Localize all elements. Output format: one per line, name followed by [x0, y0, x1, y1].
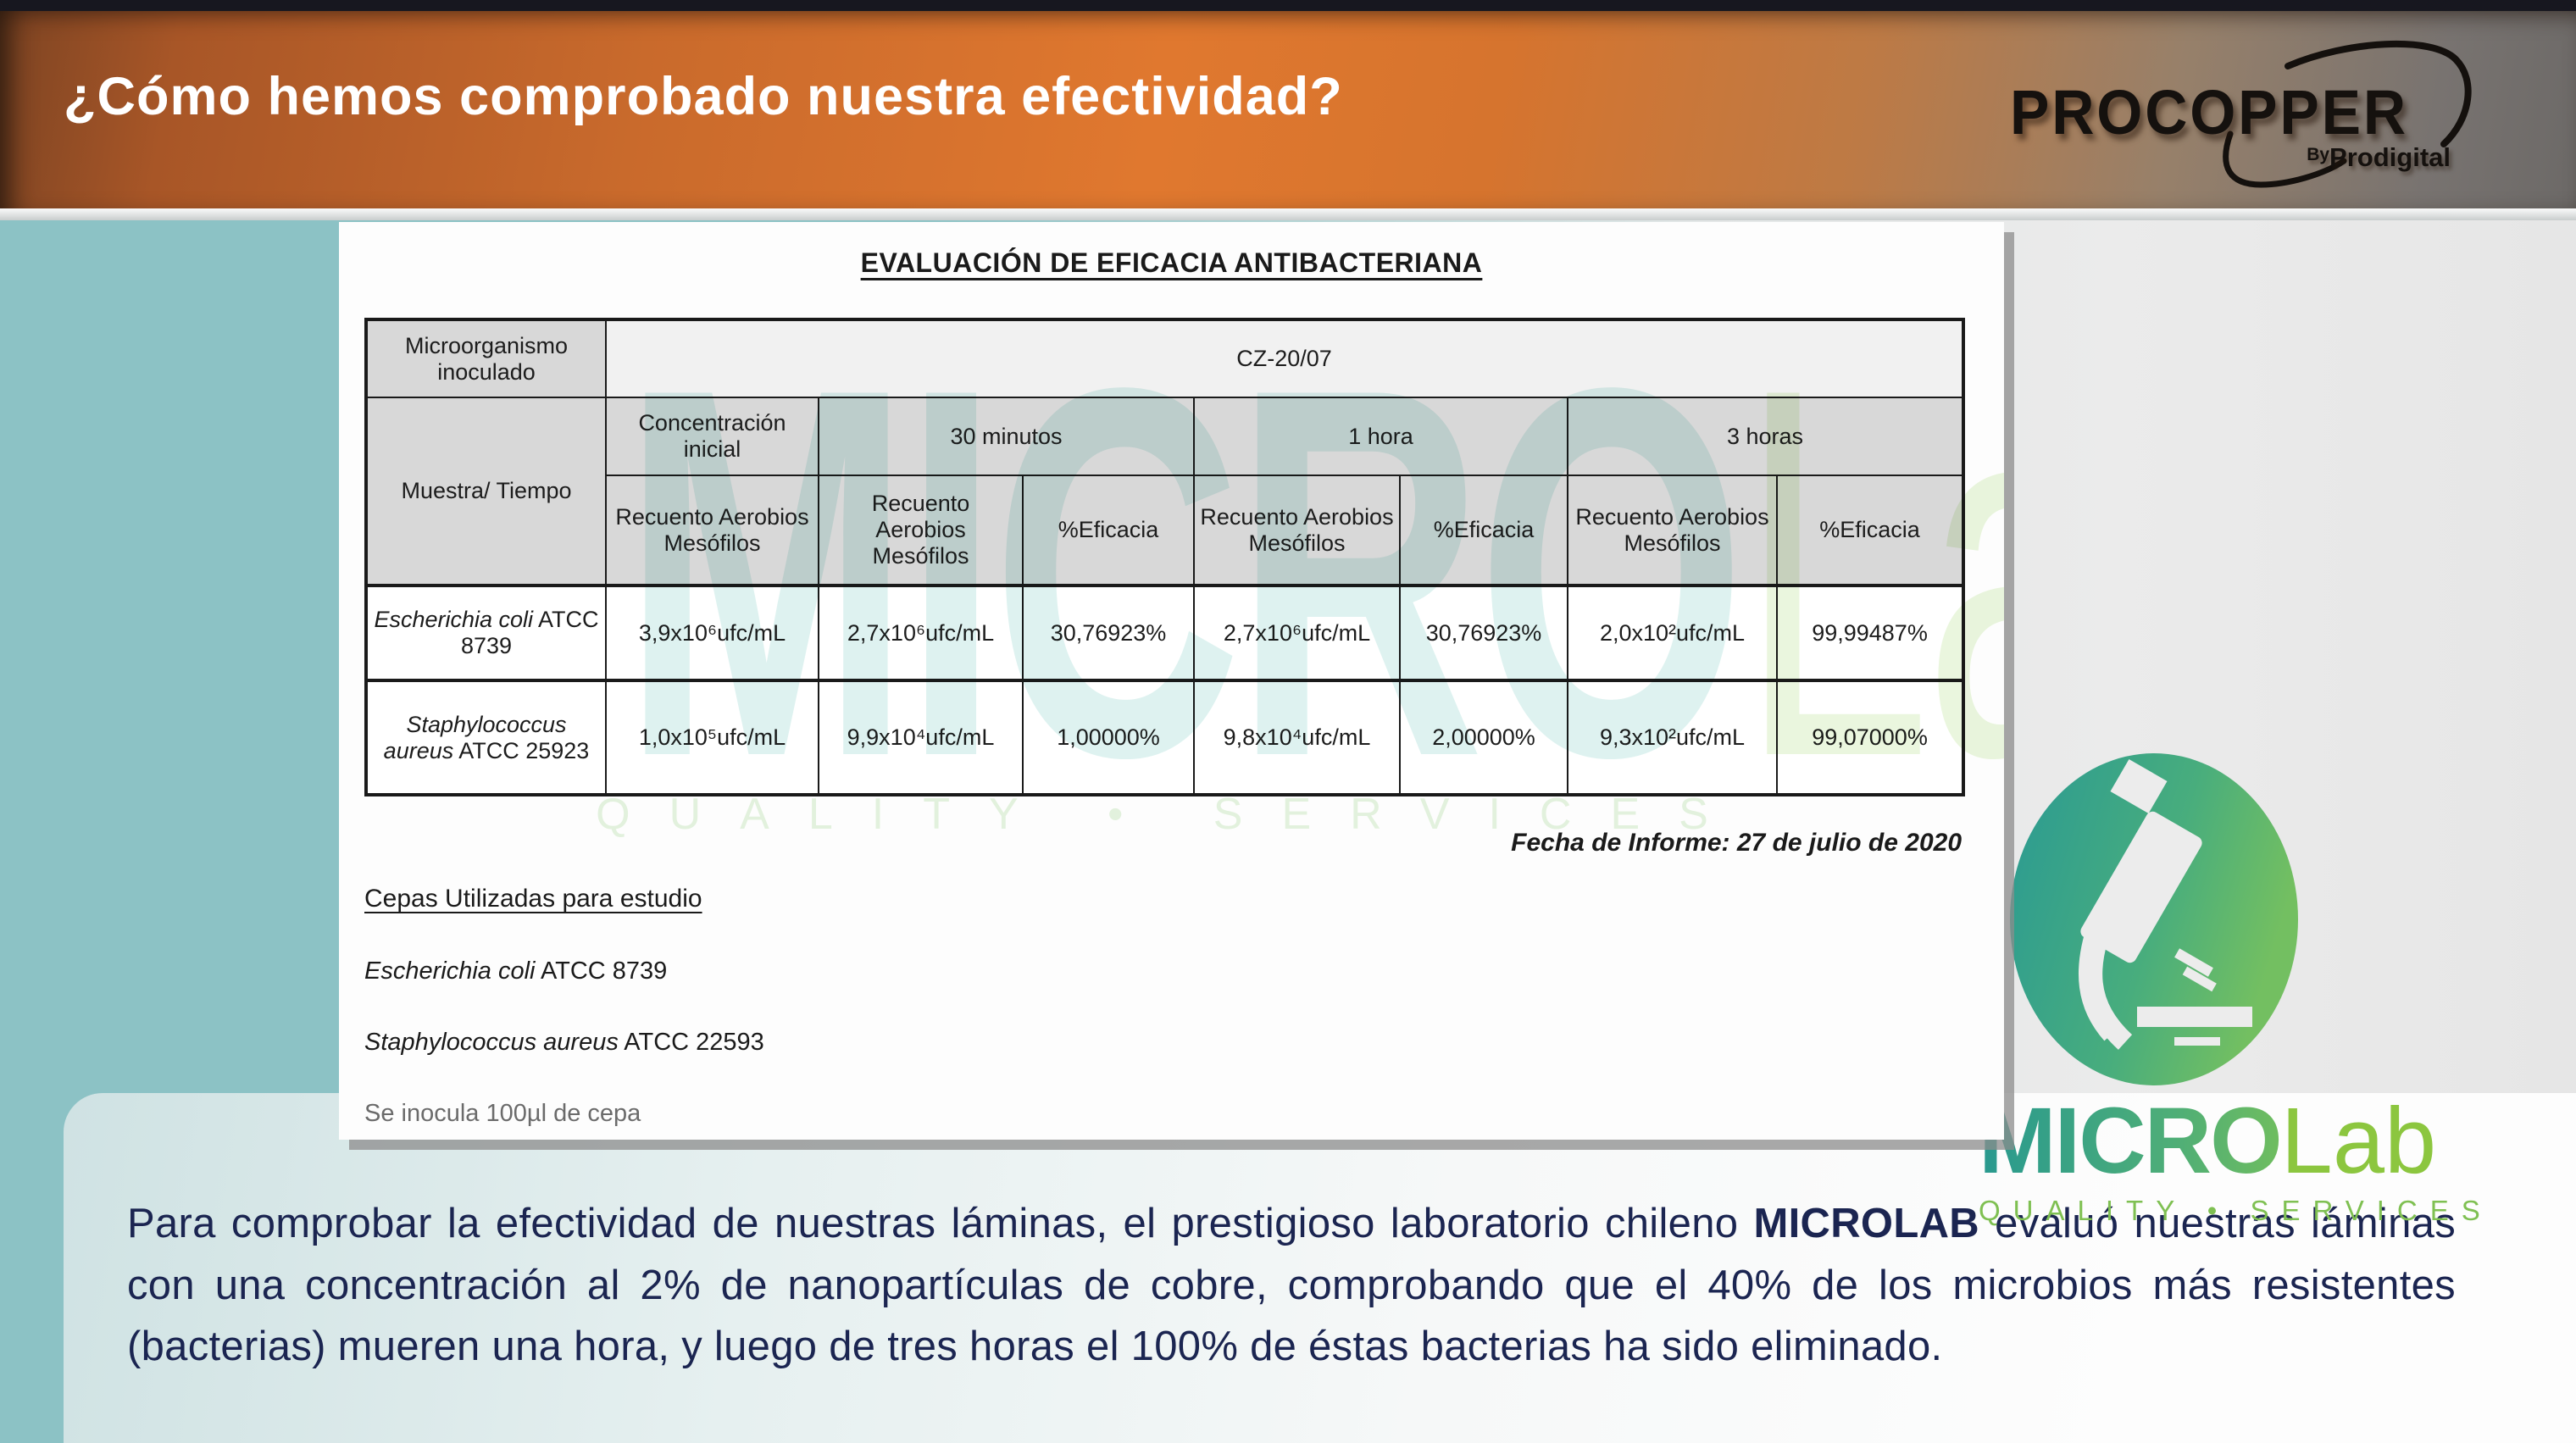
table-row: Escherichia coli ATCC 8739 3,9x10⁶ufc/mL… [365, 584, 1965, 681]
page-title: ¿Cómo hemos comprobado nuestra efectivid… [64, 67, 1343, 126]
cell-sample-code: CZ-20/07 [604, 319, 1965, 398]
cell-microorganismo: Microorganismo inoculado [365, 319, 607, 398]
strain-code: ATCC 25923 [458, 737, 590, 763]
ecoli-1hora-recuento: 2,7x10⁶ufc/mL [1193, 584, 1401, 681]
microlab-wordmark: MICROLab [1979, 1095, 2504, 1188]
ecoli-30min-recuento: 2,7x10⁶ufc/mL [818, 584, 1024, 681]
strain-code: ATCC 8739 [460, 607, 599, 658]
paragraph-text: Para comprobar la efectividad de nuestra… [127, 1201, 1754, 1246]
swoosh-arcs [2223, 40, 2472, 188]
cell-eficacia-30min: %Eficacia [1022, 475, 1195, 586]
cell-recuento-1hora: Recuento Aerobios Mesófilos [1193, 475, 1401, 586]
species-name: Escherichia coli [374, 607, 534, 632]
microlab-micro-text: MICRO [1979, 1089, 2283, 1193]
microlab-lab-text: Lab [2280, 1089, 2437, 1193]
row-saureus-name: Staphylococcus aureus ATCC 25923 [365, 679, 607, 796]
procopper-byline: ByProdigital [2307, 142, 2451, 173]
procopper-wordmark: PROCOPPER [2010, 77, 2408, 147]
ecoli-30min-eficacia: 30,76923% [1022, 584, 1195, 681]
strain-code: ATCC 22593 [618, 1029, 764, 1056]
slide-top-edge [0, 0, 2576, 11]
report-card: EVALUACIÓN DE EFICACIA ANTIBACTERIANA Mi… [339, 222, 2004, 1140]
species-name: Staphylococcus aureus [364, 1029, 619, 1056]
cell-recuento-3horas: Recuento Aerobios Mesófilos [1567, 475, 1778, 586]
strain-code: ATCC 8739 [535, 957, 668, 985]
paragraph-bold-microlab: MICROLAB [1753, 1201, 1979, 1246]
species-name: Escherichia coli [364, 957, 536, 985]
header-band [0, 11, 2576, 208]
header-divider-strip [0, 208, 2576, 220]
bottom-panel [64, 1093, 2576, 1443]
microscope-icon [2008, 752, 2504, 1091]
efficacy-table: Microorganismo inoculado CZ-20/07 Muestr… [364, 318, 1966, 796]
saureus-1hora-eficacia: 2,00000% [1399, 679, 1568, 796]
saureus-30min-eficacia: 1,00000% [1022, 679, 1195, 796]
microlab-tagline: QUALITY • SERVICES [1979, 1195, 2493, 1226]
cell-time-30min: 30 minutos [818, 397, 1195, 476]
table-row: Staphylococcus aureus ATCC 25923 1,0x10⁵… [365, 679, 1965, 796]
cell-time-1hora: 1 hora [1193, 397, 1568, 476]
cell-concentracion: Concentración inicial [605, 397, 819, 476]
microlab-logo: MICROLab QUALITY • SERVICES [1979, 752, 2504, 1227]
cell-recuento-initial: Recuento Aerobios Mesófilos [605, 475, 819, 586]
report-title: EVALUACIÓN DE EFICACIA ANTIBACTERIANA [860, 247, 1483, 278]
cepa-item: Escherichia coli ATCC 8739 [364, 957, 667, 985]
cell-muestra-tiempo: Muestra/ Tiempo [365, 397, 607, 586]
cell-eficacia-1hora: %Eficacia [1399, 475, 1568, 586]
saureus-conc: 1,0x10⁵ufc/mL [605, 679, 819, 796]
cell-eficacia-3horas: %Eficacia [1775, 475, 1965, 586]
report-footnote: Se inocula 100µl de cepa [364, 1100, 641, 1127]
summary-paragraph: Para comprobar la efectividad de nuestra… [127, 1193, 2456, 1378]
ecoli-3horas-recuento: 2,0x10²ufc/mL [1567, 584, 1778, 681]
cepas-heading: Cepas Utilizadas para estudio [364, 885, 702, 913]
cell-time-3horas: 3 horas [1566, 397, 1965, 476]
saureus-3horas-eficacia: 99,07000% [1775, 679, 1965, 796]
ecoli-conc: 3,9x10⁶ufc/mL [605, 584, 819, 681]
cell-recuento-30min: Recuento Aerobios Mesófilos [818, 475, 1024, 586]
ecoli-3horas-eficacia: 99,99487% [1775, 584, 1965, 681]
cepa-item: Staphylococcus aureus ATCC 22593 [364, 1029, 764, 1057]
report-date: Fecha de Informe: 27 de julio de 2020 [1511, 829, 1962, 857]
saureus-3horas-recuento: 9,3x10²ufc/mL [1567, 679, 1778, 796]
ecoli-1hora-eficacia: 30,76923% [1399, 584, 1568, 681]
saureus-30min-recuento: 9,9x10⁴ufc/mL [818, 679, 1024, 796]
saureus-1hora-recuento: 9,8x10⁴ufc/mL [1193, 679, 1401, 796]
by-name: Prodigital [2329, 142, 2451, 172]
row-ecoli-name: Escherichia coli ATCC 8739 [365, 584, 607, 681]
procopper-logo: PROCOPPER ByProdigital [1991, 34, 2517, 195]
by-label: By [2307, 145, 2330, 164]
species-name: Staphylococcus aureus [383, 711, 567, 763]
paragraph-text: evaluó nuestras láminas con una concentr… [127, 1201, 2457, 1370]
